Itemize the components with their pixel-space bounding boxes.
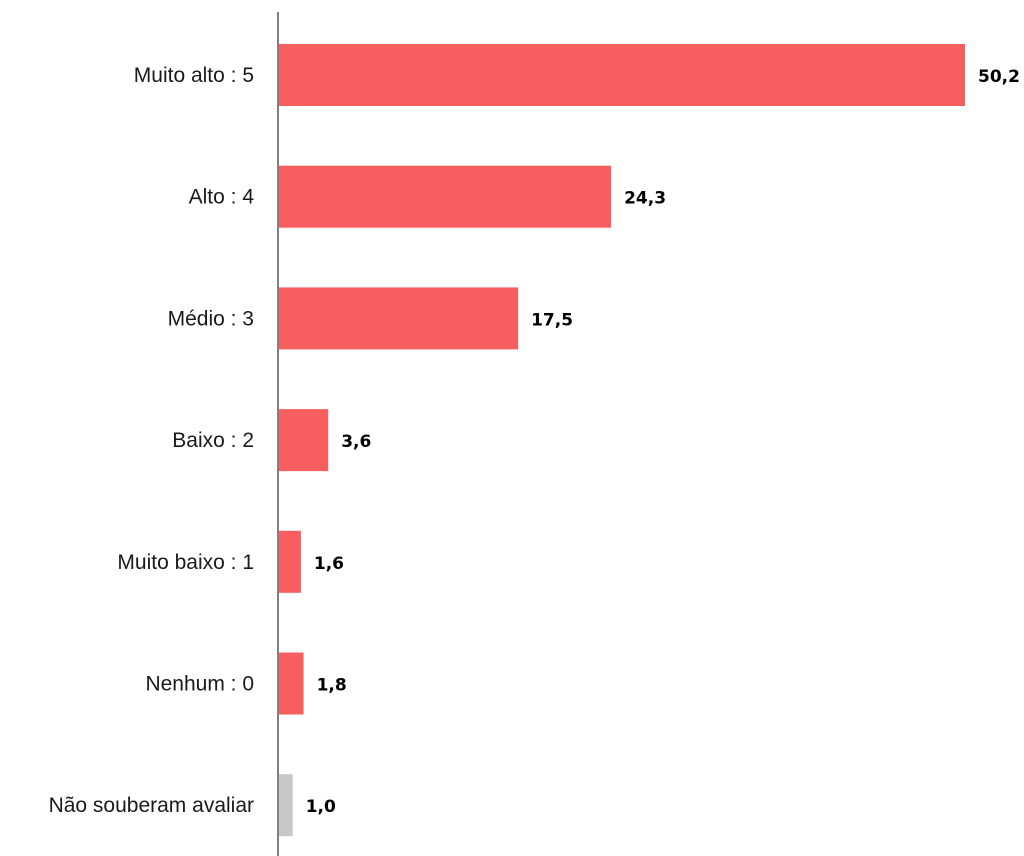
value-label: 1,0 bbox=[306, 797, 336, 817]
value-label: 24,3 bbox=[624, 189, 666, 209]
category-label: Baixo : 2 bbox=[172, 429, 254, 452]
bar bbox=[279, 165, 612, 228]
category-label: Não souberam avaliar bbox=[49, 794, 254, 817]
bars-group bbox=[279, 44, 965, 837]
bar bbox=[279, 774, 293, 837]
value-label: 17,5 bbox=[531, 310, 573, 330]
value-label: 1,8 bbox=[317, 676, 347, 696]
bar bbox=[279, 409, 329, 472]
value-label: 3,6 bbox=[341, 432, 371, 452]
category-labels-group: Muito alto : 5 Alto : 4 Médio : 3 Baixo : 2… bbox=[49, 64, 255, 817]
value-labels-group: 50,2 24,3 17,5 3,6 1,6 1,8 1,0 bbox=[306, 67, 1020, 817]
bar bbox=[279, 44, 965, 106]
value-label: 1,6 bbox=[314, 554, 344, 574]
bar bbox=[279, 652, 304, 715]
category-label: Médio : 3 bbox=[168, 307, 254, 330]
category-label: Muito alto : 5 bbox=[134, 64, 254, 87]
value-label: 50,2 bbox=[978, 67, 1020, 87]
bar bbox=[279, 287, 519, 350]
category-label: Muito baixo : 1 bbox=[117, 551, 254, 574]
bar bbox=[279, 530, 301, 593]
category-label: Alto : 4 bbox=[189, 186, 255, 209]
category-label: Nenhum : 0 bbox=[145, 673, 254, 696]
